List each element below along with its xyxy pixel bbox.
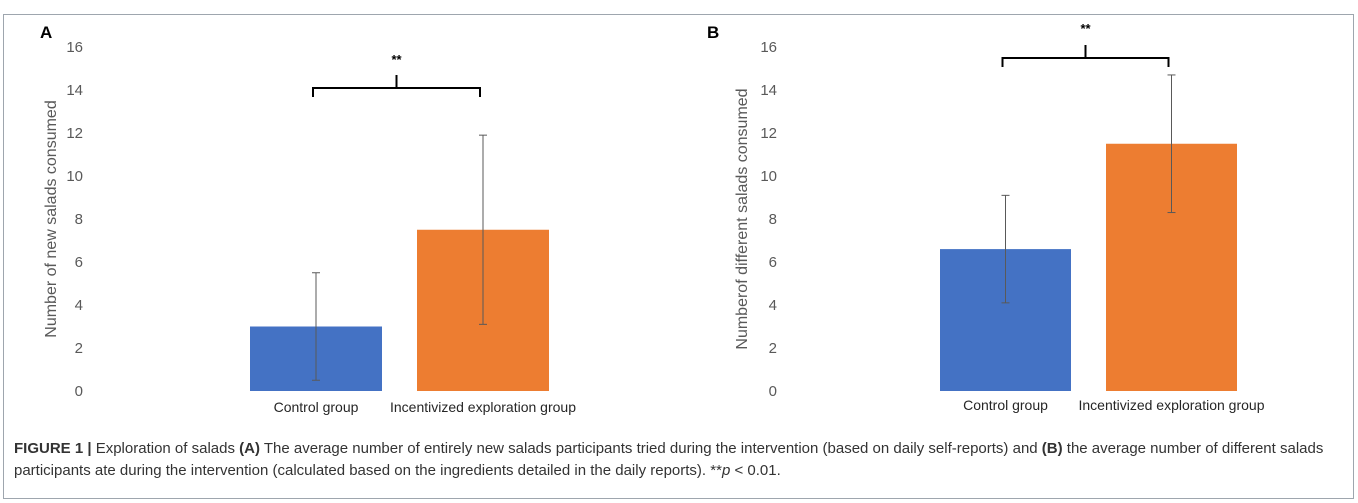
y-axis-title: Number of new salads consumed — [43, 100, 60, 337]
y-tick-label: 0 — [75, 383, 83, 400]
y-tick-label: 2 — [75, 340, 83, 357]
panel-b: B 0 2 4 6 8 10 12 14 16 Numberof different salads … — [707, 21, 1265, 413]
y-tick-label: 16 — [66, 39, 83, 56]
category-label: Control group — [274, 399, 359, 415]
y-tick-label: 0 — [769, 383, 777, 400]
y-tick-label: 6 — [75, 254, 83, 271]
caption-part2: the average number of different salads p… — [14, 440, 1324, 479]
caption-intro: Exploration of salads — [91, 440, 240, 457]
panel-letter: A — [40, 23, 52, 42]
y-tick-label: 2 — [769, 340, 777, 357]
y-tick-label: 14 — [66, 82, 83, 99]
y-tick-label: 8 — [769, 211, 777, 228]
y-tick-label: 14 — [760, 82, 777, 99]
y-axis-title: Numberof different salads consumed — [734, 88, 751, 349]
y-tick-label: 6 — [769, 254, 777, 271]
significance-marker: ** — [391, 52, 402, 67]
y-tick-label: 4 — [769, 297, 777, 314]
y-tick-label: 16 — [760, 39, 777, 56]
caption-figure-label: FIGURE 1 | — [14, 440, 92, 457]
significance-bracket — [1001, 45, 1170, 67]
significance-marker: ** — [1080, 21, 1091, 36]
caption-p-symbol: p — [721, 462, 731, 479]
category-label: Incentivized exploration group — [1078, 397, 1264, 413]
y-tick-label: 8 — [75, 211, 83, 228]
caption-b-ref: (B) — [1041, 440, 1063, 457]
caption-part1: The average number of entirely new salad… — [259, 440, 1042, 457]
caption-a-ref: (A) — [239, 440, 260, 457]
category-label: Control group — [963, 397, 1048, 413]
category-label: Incentivized exploration group — [390, 399, 576, 415]
significance-bracket — [312, 75, 481, 97]
y-tick-label: 4 — [75, 297, 83, 314]
y-tick-label: 12 — [760, 125, 777, 142]
figure-frame — [3, 14, 1354, 499]
figure-chart: A 0 2 4 6 8 10 12 14 16 Number of new salads consu… — [40, 21, 1265, 415]
caption-part3: < 0.01. — [730, 462, 781, 479]
panel-a: A 0 2 4 6 8 10 12 14 16 Number of new salads consu… — [40, 23, 576, 415]
y-tick-label: 10 — [760, 168, 777, 185]
panel-letter: B — [707, 23, 719, 42]
y-tick-label: 12 — [66, 125, 83, 142]
y-tick-label: 10 — [66, 168, 83, 185]
figure-caption: FIGURE 1 | Exploration of salads (A) The… — [14, 438, 1339, 482]
